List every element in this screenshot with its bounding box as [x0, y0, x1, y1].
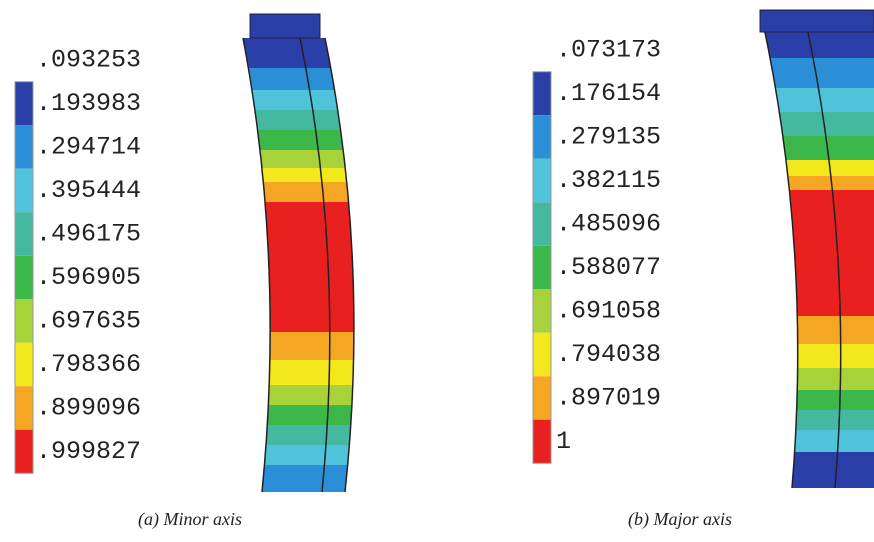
- legend-label: .691058: [556, 297, 661, 326]
- contour-band: [230, 168, 874, 182]
- contour-band: [230, 332, 874, 360]
- legend-swatch: [15, 212, 33, 256]
- contour-band: [230, 360, 874, 385]
- legend-label: .697635: [36, 307, 141, 336]
- contour-band: [230, 202, 874, 332]
- legend-swatch: [15, 82, 33, 126]
- legend-label: .596905: [36, 263, 141, 292]
- legend-label: .794038: [556, 340, 661, 369]
- legend-swatch: [533, 115, 551, 159]
- legend-label: .897019: [556, 384, 661, 413]
- legend-swatch: [533, 246, 551, 290]
- beam-cap-a: [250, 14, 320, 38]
- contour-band: [230, 405, 874, 425]
- legend-label: .093253: [36, 46, 141, 75]
- contour-band: [230, 465, 874, 500]
- legend-swatch: [533, 72, 551, 116]
- legend-swatch: [15, 430, 33, 474]
- figure: .093253 .193983 .294714 .395444 .496175 .5969…: [0, 0, 874, 542]
- legend-label: .496175: [36, 220, 141, 249]
- legend-swatch: [15, 169, 33, 213]
- legend-swatch: [533, 202, 551, 246]
- legend-swatch: [15, 343, 33, 387]
- legend-label: 1: [556, 427, 571, 456]
- legend-label: .899096: [36, 394, 141, 423]
- legend-swatch: [15, 125, 33, 169]
- contour-band: [230, 445, 874, 465]
- beam-cap-b: [760, 10, 874, 32]
- legend-label: .294714: [36, 133, 141, 162]
- legend-label: .193983: [36, 89, 141, 118]
- caption: (a) Minor axis: [138, 509, 242, 530]
- contour-band: [230, 385, 874, 405]
- contour-band: [230, 110, 874, 130]
- legend-swatch: [533, 376, 551, 420]
- legend-swatch: [15, 299, 33, 343]
- contour-band: [230, 130, 874, 150]
- caption: (b) Major axis: [628, 509, 732, 530]
- legend-swatch: [533, 289, 551, 333]
- legend-label: .073173: [556, 36, 661, 65]
- legend-swatch: [15, 256, 33, 300]
- legend-label: .798366: [36, 350, 141, 379]
- legend-label: .485096: [556, 210, 661, 239]
- legend-label: .382115: [556, 166, 661, 195]
- legend-swatch: [533, 333, 551, 377]
- legend-label: .588077: [556, 253, 661, 282]
- legend-swatch: [15, 386, 33, 430]
- legend-label: .395444: [36, 176, 141, 205]
- legend-label: .999827: [36, 437, 141, 466]
- legend-label: .279135: [556, 123, 661, 152]
- contour-band: [230, 150, 874, 168]
- legend-swatch: [533, 420, 551, 464]
- contour-band: [230, 182, 874, 202]
- legend-label: .176154: [556, 79, 661, 108]
- legend-swatch: [533, 159, 551, 203]
